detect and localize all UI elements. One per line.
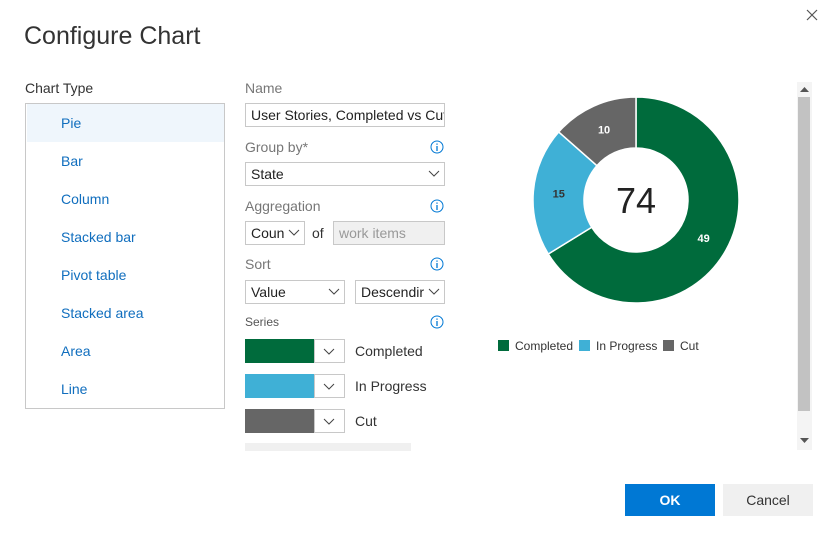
info-icon[interactable] [430, 199, 444, 213]
slice-label: 15 [553, 188, 565, 200]
name-input[interactable]: User Stories, Completed vs Cut [245, 103, 445, 127]
scroll-hint [245, 443, 411, 451]
chart: 49 15 10 74 Completed In Progress Cut [498, 96, 740, 353]
group-by-select[interactable]: State [245, 162, 445, 186]
aggregation-field: work items [333, 221, 445, 245]
info-icon[interactable] [430, 315, 444, 329]
cancel-button[interactable]: Cancel [723, 484, 813, 516]
group-by-label: Group by* [245, 139, 309, 155]
sort-order-value: Descendir [361, 284, 425, 300]
chart-type-option[interactable]: Pie [27, 104, 224, 142]
ok-button[interactable]: OK [625, 484, 715, 516]
legend-label: Completed [515, 339, 573, 353]
info-icon[interactable] [430, 140, 444, 154]
aggregation-select[interactable]: Coun [245, 221, 305, 245]
close-button[interactable] [806, 9, 818, 21]
of-label: of [312, 225, 324, 241]
center-total: 74 [616, 180, 656, 221]
chart-type-option[interactable]: Pivot table [61, 267, 127, 283]
name-value: User Stories, Completed vs Cut [251, 107, 445, 123]
aggregation-label: Aggregation [245, 198, 321, 214]
chart-type-option[interactable]: Area [61, 343, 91, 359]
chart-type-option[interactable]: Bar [61, 153, 83, 169]
legend-label: Cut [680, 339, 699, 353]
name-label: Name [245, 80, 283, 96]
series-name: Cut [355, 413, 377, 429]
slice-label: 49 [698, 233, 710, 245]
scrollbar[interactable] [797, 82, 812, 450]
series-name: Completed [355, 343, 423, 359]
info-icon[interactable] [430, 257, 444, 271]
sort-order-select[interactable]: Descendir [355, 280, 445, 304]
series-label: Series [245, 315, 280, 329]
chart-type-option[interactable]: Column [61, 191, 110, 207]
chart-type-label: Chart Type [25, 80, 94, 96]
sort-label: Sort [245, 256, 271, 272]
chart-type-option[interactable]: Line [61, 381, 88, 397]
chart-type-option[interactable]: Stacked area [61, 305, 144, 321]
sort-by-select[interactable]: Value [245, 280, 345, 304]
aggregation-value: Coun [251, 225, 285, 241]
dialog-title: Configure Chart [24, 22, 201, 50]
group-by-value: State [251, 166, 284, 182]
slice-label: 10 [598, 124, 610, 136]
donut-slice [557, 96, 637, 167]
series-color-dropdown[interactable] [314, 339, 345, 363]
series-swatch[interactable] [245, 409, 315, 433]
sort-by-value: Value [251, 284, 286, 300]
donut-slice [547, 96, 740, 304]
legend-swatch [498, 340, 509, 351]
series-swatch[interactable] [245, 339, 315, 363]
series-name: In Progress [355, 378, 427, 394]
chart-type-list: Pie Bar Column Stacked bar Pivot table Stacke… [25, 103, 225, 409]
scrollbar-thumb[interactable] [798, 97, 810, 411]
legend-label: In Progress [596, 339, 657, 353]
series-color-dropdown[interactable] [314, 409, 345, 433]
legend-swatch [579, 340, 590, 351]
chart-type-option[interactable]: Stacked bar [61, 229, 136, 245]
legend-swatch [663, 340, 674, 351]
aggregation-field-text: work items [339, 225, 406, 241]
series-swatch[interactable] [245, 374, 315, 398]
series-color-dropdown[interactable] [314, 374, 345, 398]
